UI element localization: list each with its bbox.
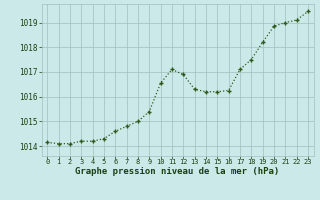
X-axis label: Graphe pression niveau de la mer (hPa): Graphe pression niveau de la mer (hPa): [76, 167, 280, 176]
